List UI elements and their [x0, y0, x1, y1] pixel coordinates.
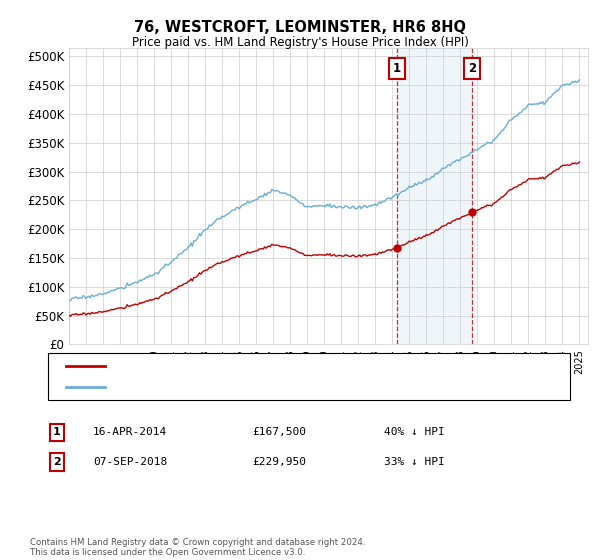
Text: 1: 1: [53, 427, 61, 437]
Text: Price paid vs. HM Land Registry's House Price Index (HPI): Price paid vs. HM Land Registry's House …: [131, 36, 469, 49]
Text: 16-APR-2014: 16-APR-2014: [93, 427, 167, 437]
Text: 2: 2: [53, 457, 61, 467]
Text: £167,500: £167,500: [252, 427, 306, 437]
Text: Contains HM Land Registry data © Crown copyright and database right 2024.
This d: Contains HM Land Registry data © Crown c…: [30, 538, 365, 557]
Bar: [397, 48, 472, 344]
Text: 07-SEP-2018: 07-SEP-2018: [93, 457, 167, 467]
Text: HPI: Average price, detached house, Herefordshire: HPI: Average price, detached house, Here…: [111, 382, 375, 392]
Text: 2: 2: [468, 62, 476, 75]
Text: 40% ↓ HPI: 40% ↓ HPI: [384, 427, 445, 437]
Text: 1: 1: [393, 62, 401, 75]
Text: 76, WESTCROFT, LEOMINSTER, HR6 8HQ (detached house): 76, WESTCROFT, LEOMINSTER, HR6 8HQ (deta…: [111, 361, 417, 371]
Text: 33% ↓ HPI: 33% ↓ HPI: [384, 457, 445, 467]
Text: 76, WESTCROFT, LEOMINSTER, HR6 8HQ: 76, WESTCROFT, LEOMINSTER, HR6 8HQ: [134, 20, 466, 35]
Text: £229,950: £229,950: [252, 457, 306, 467]
